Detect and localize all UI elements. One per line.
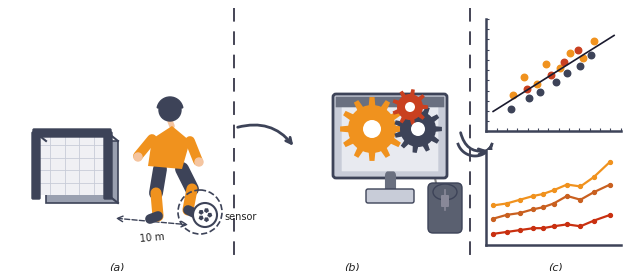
Point [508,93,518,98]
Polygon shape [389,111,401,121]
Polygon shape [401,109,410,118]
Polygon shape [394,125,404,133]
Point [546,73,556,78]
Polygon shape [417,94,425,101]
Circle shape [363,120,381,138]
Point [589,39,599,44]
Polygon shape [401,140,410,149]
Polygon shape [340,125,350,133]
Polygon shape [148,126,190,169]
Circle shape [400,111,436,147]
Point [555,66,566,71]
Polygon shape [380,100,390,112]
Polygon shape [380,146,390,158]
Point [535,90,545,94]
FancyBboxPatch shape [342,107,438,171]
Point [573,48,583,53]
Circle shape [411,122,425,136]
FancyBboxPatch shape [441,195,449,207]
Point [578,56,588,60]
Circle shape [195,158,203,166]
Point [575,64,586,68]
FancyBboxPatch shape [32,132,40,199]
Polygon shape [392,109,400,115]
Polygon shape [389,137,401,147]
Polygon shape [354,100,364,112]
Point [532,82,543,86]
Polygon shape [430,114,439,122]
Polygon shape [394,120,403,127]
Polygon shape [343,111,355,121]
Polygon shape [46,141,118,203]
Circle shape [193,203,217,227]
Point [562,71,572,75]
Point [564,51,575,55]
Polygon shape [399,91,406,98]
Circle shape [348,105,396,153]
Circle shape [134,153,142,161]
Polygon shape [36,133,108,195]
FancyBboxPatch shape [104,132,112,199]
Polygon shape [392,99,400,105]
Polygon shape [417,113,425,120]
Point [519,75,529,80]
Polygon shape [394,131,403,138]
Text: (a): (a) [109,263,124,271]
Point [506,107,516,111]
Polygon shape [422,107,430,115]
Point [551,80,561,84]
Polygon shape [422,143,430,151]
Wedge shape [157,97,183,110]
FancyBboxPatch shape [428,183,462,233]
Ellipse shape [433,184,457,200]
Polygon shape [369,97,376,107]
FancyBboxPatch shape [333,94,447,178]
Point [524,96,534,100]
Point [559,60,570,64]
Polygon shape [354,146,364,158]
Circle shape [405,102,415,112]
Circle shape [159,99,181,121]
Text: sensor: sensor [224,212,257,222]
Point [586,53,596,57]
Polygon shape [413,145,419,153]
Polygon shape [413,105,419,113]
Circle shape [397,94,423,120]
Polygon shape [369,151,376,161]
Polygon shape [430,136,439,144]
FancyBboxPatch shape [366,189,414,203]
Polygon shape [410,118,415,125]
Point [540,62,550,66]
Point [522,86,532,91]
FancyBboxPatch shape [336,97,444,107]
FancyBboxPatch shape [33,129,111,137]
Polygon shape [399,116,406,123]
Text: 10 m: 10 m [139,231,165,244]
Polygon shape [422,105,428,109]
Text: (b): (b) [344,263,360,271]
Polygon shape [343,137,355,147]
Polygon shape [410,89,415,96]
Polygon shape [435,126,442,132]
Text: (c): (c) [548,263,563,271]
